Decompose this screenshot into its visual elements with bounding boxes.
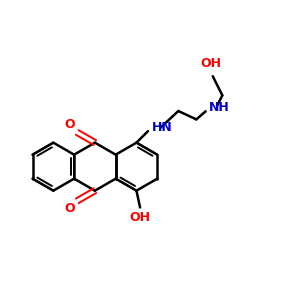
Text: O: O (64, 202, 75, 215)
Text: OH: OH (130, 212, 151, 224)
Text: NH: NH (209, 101, 230, 114)
Text: OH: OH (201, 57, 222, 70)
Text: O: O (64, 118, 75, 131)
Text: HN: HN (152, 121, 173, 134)
